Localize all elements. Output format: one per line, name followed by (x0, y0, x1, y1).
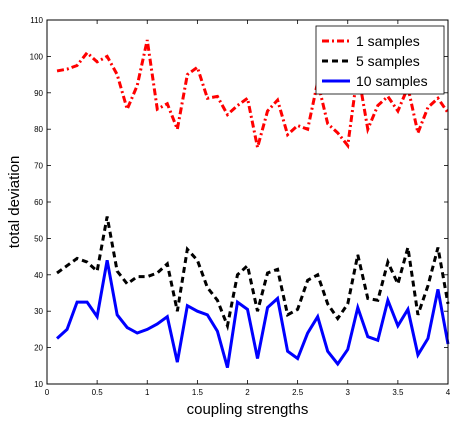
y-tick-label: 20 (34, 344, 43, 353)
y-tick-label: 30 (34, 307, 43, 316)
x-tick-label: 1 (145, 388, 150, 397)
series-line-3 (56, 259, 450, 369)
y-tick-label: 40 (34, 271, 43, 280)
x-tick-label: 3.5 (392, 388, 404, 397)
y-tick-label: 60 (34, 198, 43, 207)
series-line-2 (56, 216, 450, 332)
x-tick-label: 3 (346, 388, 351, 397)
x-tick-label: 2.5 (292, 388, 304, 397)
legend-label-1: 1 samples (356, 33, 420, 49)
legend-label-2: 5 samples (356, 53, 420, 69)
y-tick-label: 80 (34, 125, 43, 134)
y-axis-ticks: 10 20 30 40 50 60 70 80 90 100 110 (30, 16, 448, 389)
y-tick-label: 70 (34, 162, 43, 171)
x-tick-label: 2 (245, 388, 250, 397)
y-tick-label: 10 (34, 380, 43, 389)
x-tick-label: 1.5 (192, 388, 204, 397)
legend-label-3: 10 samples (356, 73, 428, 89)
y-tick-label: 50 (34, 234, 43, 243)
plot-lines (56, 39, 450, 369)
x-tick-label: 4 (446, 388, 451, 397)
x-tick-label: 0.5 (92, 388, 104, 397)
x-axis-label: coupling strengths (187, 401, 309, 418)
legend: 1 samples 5 samples 10 samples (315, 25, 445, 95)
x-tick-label: 0 (45, 388, 50, 397)
y-axis-label: total deviation (6, 156, 23, 249)
y-tick-label: 90 (34, 89, 43, 98)
y-tick-label: 110 (30, 16, 43, 25)
series-line-1 (56, 39, 450, 150)
y-tick-label: 100 (30, 52, 44, 61)
x-axis-ticks: 0 0.5 1 1.5 2 2.5 3 3.5 4 (45, 20, 451, 397)
